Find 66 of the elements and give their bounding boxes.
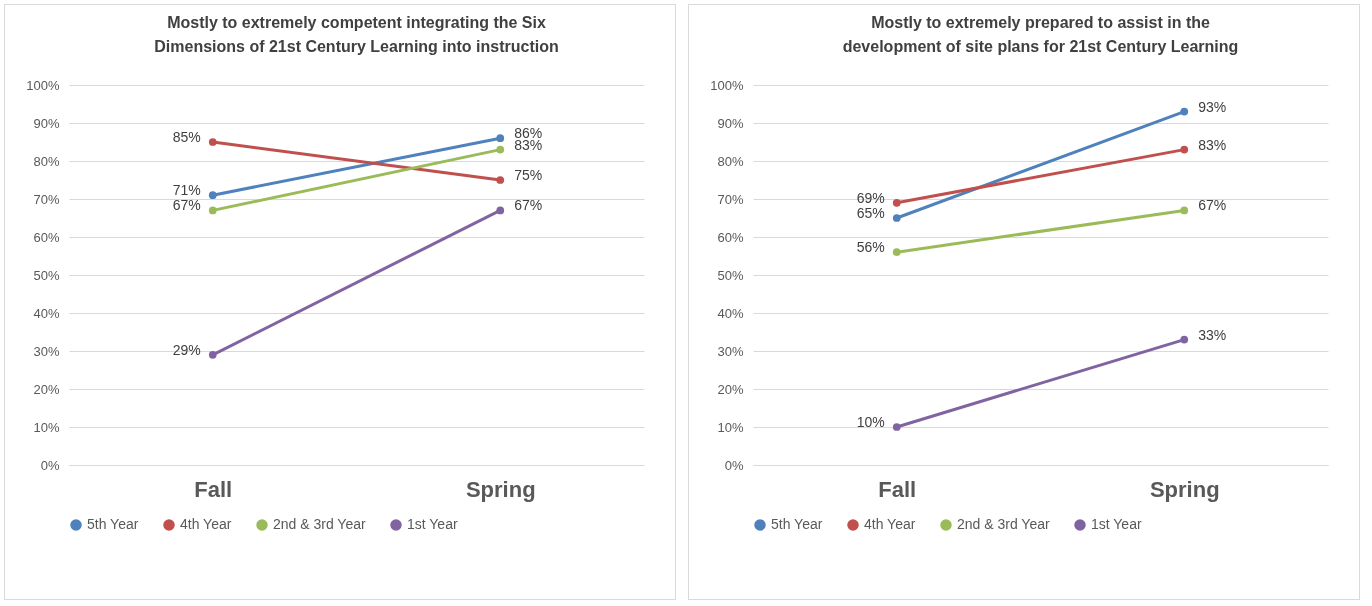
point xyxy=(496,176,505,184)
data-label: 56% xyxy=(856,239,885,256)
y-tick-label: 40% xyxy=(33,305,60,321)
data-label: 29% xyxy=(172,341,201,358)
data-label: 33% xyxy=(1198,326,1227,343)
y-tick-label: 30% xyxy=(717,343,744,359)
y-tick-label: 20% xyxy=(33,381,60,397)
point xyxy=(208,206,217,215)
y-tick-label: 20% xyxy=(717,381,744,397)
point xyxy=(496,145,505,154)
data-label: 75% xyxy=(514,167,543,183)
data-label: 67% xyxy=(172,197,201,214)
y-tick-label: 10% xyxy=(33,419,60,435)
data-label: 85% xyxy=(172,129,201,145)
data-label: 71% xyxy=(172,182,201,199)
y-tick-label: 100% xyxy=(26,77,60,93)
y-tick-label: 60% xyxy=(717,229,744,245)
point xyxy=(1180,145,1189,154)
point xyxy=(1180,107,1189,116)
legend-label: 2nd & 3rd Year xyxy=(273,516,366,532)
data-label: 65% xyxy=(856,205,885,221)
legend-label: 4th Year xyxy=(864,516,916,532)
data-label: 83% xyxy=(1198,136,1227,153)
y-tick-label: 100% xyxy=(710,77,744,93)
y-tick-label: 10% xyxy=(717,419,744,435)
point xyxy=(208,191,217,200)
chart-title: Mostly to extremely prepared to assist in the development of site plans for 21st Century Learning xyxy=(842,14,1239,55)
data-label: 67% xyxy=(1198,197,1227,214)
x-tick-label: Fall xyxy=(878,476,917,502)
y-tick-label: 0% xyxy=(724,457,744,473)
x-tick-label: Spring xyxy=(1149,476,1220,502)
point xyxy=(1180,206,1189,215)
legend-label: 1st Year xyxy=(1091,516,1142,532)
y-tick-label: 70% xyxy=(717,191,744,207)
point xyxy=(892,198,901,207)
data-label: 67% xyxy=(514,197,543,214)
legend-label: 2nd & 3rd Year xyxy=(957,516,1050,532)
point xyxy=(496,206,505,215)
y-tick-label: 60% xyxy=(33,229,60,245)
point xyxy=(208,138,217,146)
legend-label: 4th Year xyxy=(180,516,232,532)
y-tick-label: 50% xyxy=(717,267,744,283)
chart-title: Mostly to extremely competent integrating the Six Dimensions of 21st Century Learning into instruction xyxy=(154,14,559,55)
y-tick-label: 70% xyxy=(33,191,60,207)
y-tick-label: 80% xyxy=(33,153,60,169)
y-tick-label: 40% xyxy=(717,305,744,321)
data-label: 93% xyxy=(1198,98,1227,115)
y-tick-label: 90% xyxy=(33,115,60,131)
y-tick-label: 30% xyxy=(33,343,60,359)
point xyxy=(1180,335,1189,344)
point xyxy=(892,423,901,431)
point xyxy=(496,134,505,143)
y-tick-label: 0% xyxy=(40,457,60,473)
data-label: 69% xyxy=(856,189,885,206)
x-tick-label: Fall xyxy=(194,476,233,502)
legend-label: 5th Year xyxy=(87,516,139,532)
y-tick-label: 50% xyxy=(33,267,60,283)
legend-label: 1st Year xyxy=(407,516,458,532)
point xyxy=(892,214,901,222)
point xyxy=(208,350,217,359)
legend-label: 5th Year xyxy=(771,516,823,532)
y-tick-label: 80% xyxy=(717,153,744,169)
x-tick-label: Spring xyxy=(465,476,536,502)
data-label: 10% xyxy=(856,414,885,430)
point xyxy=(892,248,901,257)
y-tick-label: 90% xyxy=(717,115,744,131)
